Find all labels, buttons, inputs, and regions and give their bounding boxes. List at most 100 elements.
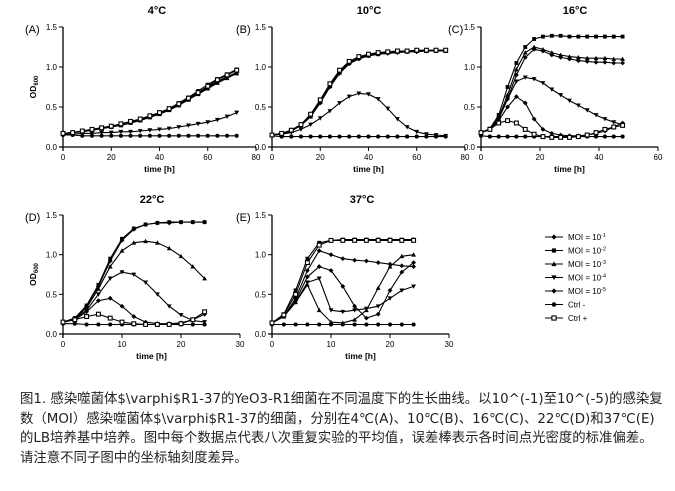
data-point bbox=[293, 288, 298, 293]
data-point bbox=[414, 129, 420, 135]
series-7 bbox=[478, 118, 626, 140]
data-point bbox=[399, 253, 405, 259]
data-point bbox=[137, 129, 143, 134]
data-point bbox=[399, 269, 405, 275]
legend-label: Ctrl - bbox=[568, 301, 586, 310]
y-tick-label: 1.0 bbox=[46, 63, 58, 72]
data-point bbox=[514, 67, 519, 72]
data-point bbox=[305, 274, 310, 280]
x-tick-label: 20 bbox=[536, 153, 545, 162]
series-2 bbox=[479, 33, 625, 135]
data-point bbox=[215, 117, 220, 123]
data-point bbox=[443, 134, 448, 139]
y-tick-label: 1.0 bbox=[46, 251, 58, 260]
panel-letter: (B) bbox=[236, 24, 251, 36]
data-point bbox=[522, 50, 528, 55]
data-point bbox=[337, 134, 342, 139]
data-point bbox=[225, 133, 230, 138]
y-tick-label: 0.0 bbox=[255, 143, 267, 152]
chart-panel: 10°C (B) 0.0 0.5 1.0 1.5 0 20 40 60 80 time [h] bbox=[236, 5, 470, 174]
data-point bbox=[293, 298, 298, 304]
y-tick-label: 1.5 bbox=[464, 23, 476, 32]
data-point bbox=[84, 314, 90, 320]
data-point bbox=[424, 134, 429, 139]
data-point bbox=[143, 280, 148, 285]
data-point bbox=[157, 127, 162, 132]
data-point bbox=[167, 133, 172, 138]
data-point bbox=[279, 130, 285, 136]
data-point bbox=[352, 257, 357, 263]
series-1 bbox=[60, 219, 207, 325]
panel-letter: (E) bbox=[236, 212, 251, 224]
data-point bbox=[356, 91, 362, 96]
data-point bbox=[96, 286, 101, 291]
data-point bbox=[505, 104, 510, 110]
data-point bbox=[166, 322, 172, 327]
data-point bbox=[387, 237, 393, 243]
series-7 bbox=[269, 47, 449, 138]
data-point bbox=[234, 67, 240, 73]
data-point bbox=[328, 308, 334, 313]
x-tick-label: 0 bbox=[270, 340, 275, 349]
data-point bbox=[523, 45, 528, 49]
data-point bbox=[317, 116, 323, 121]
data-point bbox=[96, 282, 101, 287]
data-point bbox=[108, 322, 113, 327]
data-point bbox=[567, 98, 572, 103]
data-point bbox=[70, 130, 76, 136]
data-point bbox=[119, 248, 125, 253]
data-point bbox=[399, 237, 405, 243]
data-point bbox=[205, 120, 211, 125]
legend-marker bbox=[551, 275, 557, 281]
series-line bbox=[62, 221, 205, 323]
data-point bbox=[399, 263, 405, 269]
data-point bbox=[443, 47, 449, 53]
data-point bbox=[376, 134, 381, 139]
panel-letter: (A) bbox=[25, 24, 40, 36]
data-point bbox=[96, 322, 101, 327]
legend-label: MOI = 10-4 bbox=[568, 274, 606, 283]
data-point bbox=[99, 125, 105, 131]
y-axis-label: OD600 bbox=[28, 262, 40, 285]
legend-marker bbox=[551, 248, 557, 253]
data-point bbox=[584, 132, 590, 138]
x-tick-label: 20 bbox=[107, 153, 116, 162]
data-point bbox=[316, 264, 322, 269]
data-point bbox=[363, 237, 369, 243]
data-point bbox=[119, 303, 125, 309]
data-point bbox=[602, 34, 607, 39]
data-point bbox=[385, 134, 390, 139]
data-point bbox=[352, 303, 357, 309]
data-point bbox=[118, 129, 124, 135]
series-line bbox=[62, 72, 237, 134]
y-tick-label: 0.5 bbox=[255, 103, 267, 112]
data-point bbox=[385, 49, 391, 55]
data-point bbox=[202, 320, 207, 325]
data-point bbox=[558, 33, 563, 38]
data-point bbox=[575, 55, 581, 60]
series-line bbox=[62, 68, 237, 134]
data-point bbox=[395, 117, 400, 122]
data-point bbox=[308, 134, 313, 139]
data-point bbox=[316, 307, 322, 313]
data-point bbox=[131, 314, 137, 319]
series-6 bbox=[269, 322, 416, 327]
data-point bbox=[293, 322, 298, 327]
data-point bbox=[143, 322, 149, 327]
data-point bbox=[364, 306, 369, 312]
x-axis-label: time [h] bbox=[353, 164, 384, 174]
data-point bbox=[585, 34, 590, 39]
data-point bbox=[298, 122, 304, 128]
data-point bbox=[72, 321, 77, 326]
data-point bbox=[143, 222, 148, 227]
data-point bbox=[434, 134, 439, 139]
data-point bbox=[411, 264, 416, 269]
data-point bbox=[108, 123, 114, 129]
data-point bbox=[522, 55, 528, 60]
data-point bbox=[411, 252, 416, 257]
y-tick-label: 1.5 bbox=[46, 211, 58, 220]
series-3 bbox=[60, 71, 240, 136]
data-point bbox=[328, 252, 334, 258]
data-point bbox=[96, 292, 101, 297]
data-point bbox=[128, 129, 133, 135]
